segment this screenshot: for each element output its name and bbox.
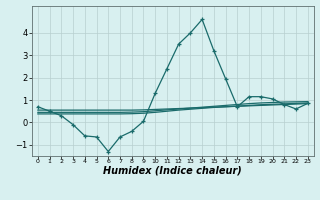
- X-axis label: Humidex (Indice chaleur): Humidex (Indice chaleur): [103, 166, 242, 176]
